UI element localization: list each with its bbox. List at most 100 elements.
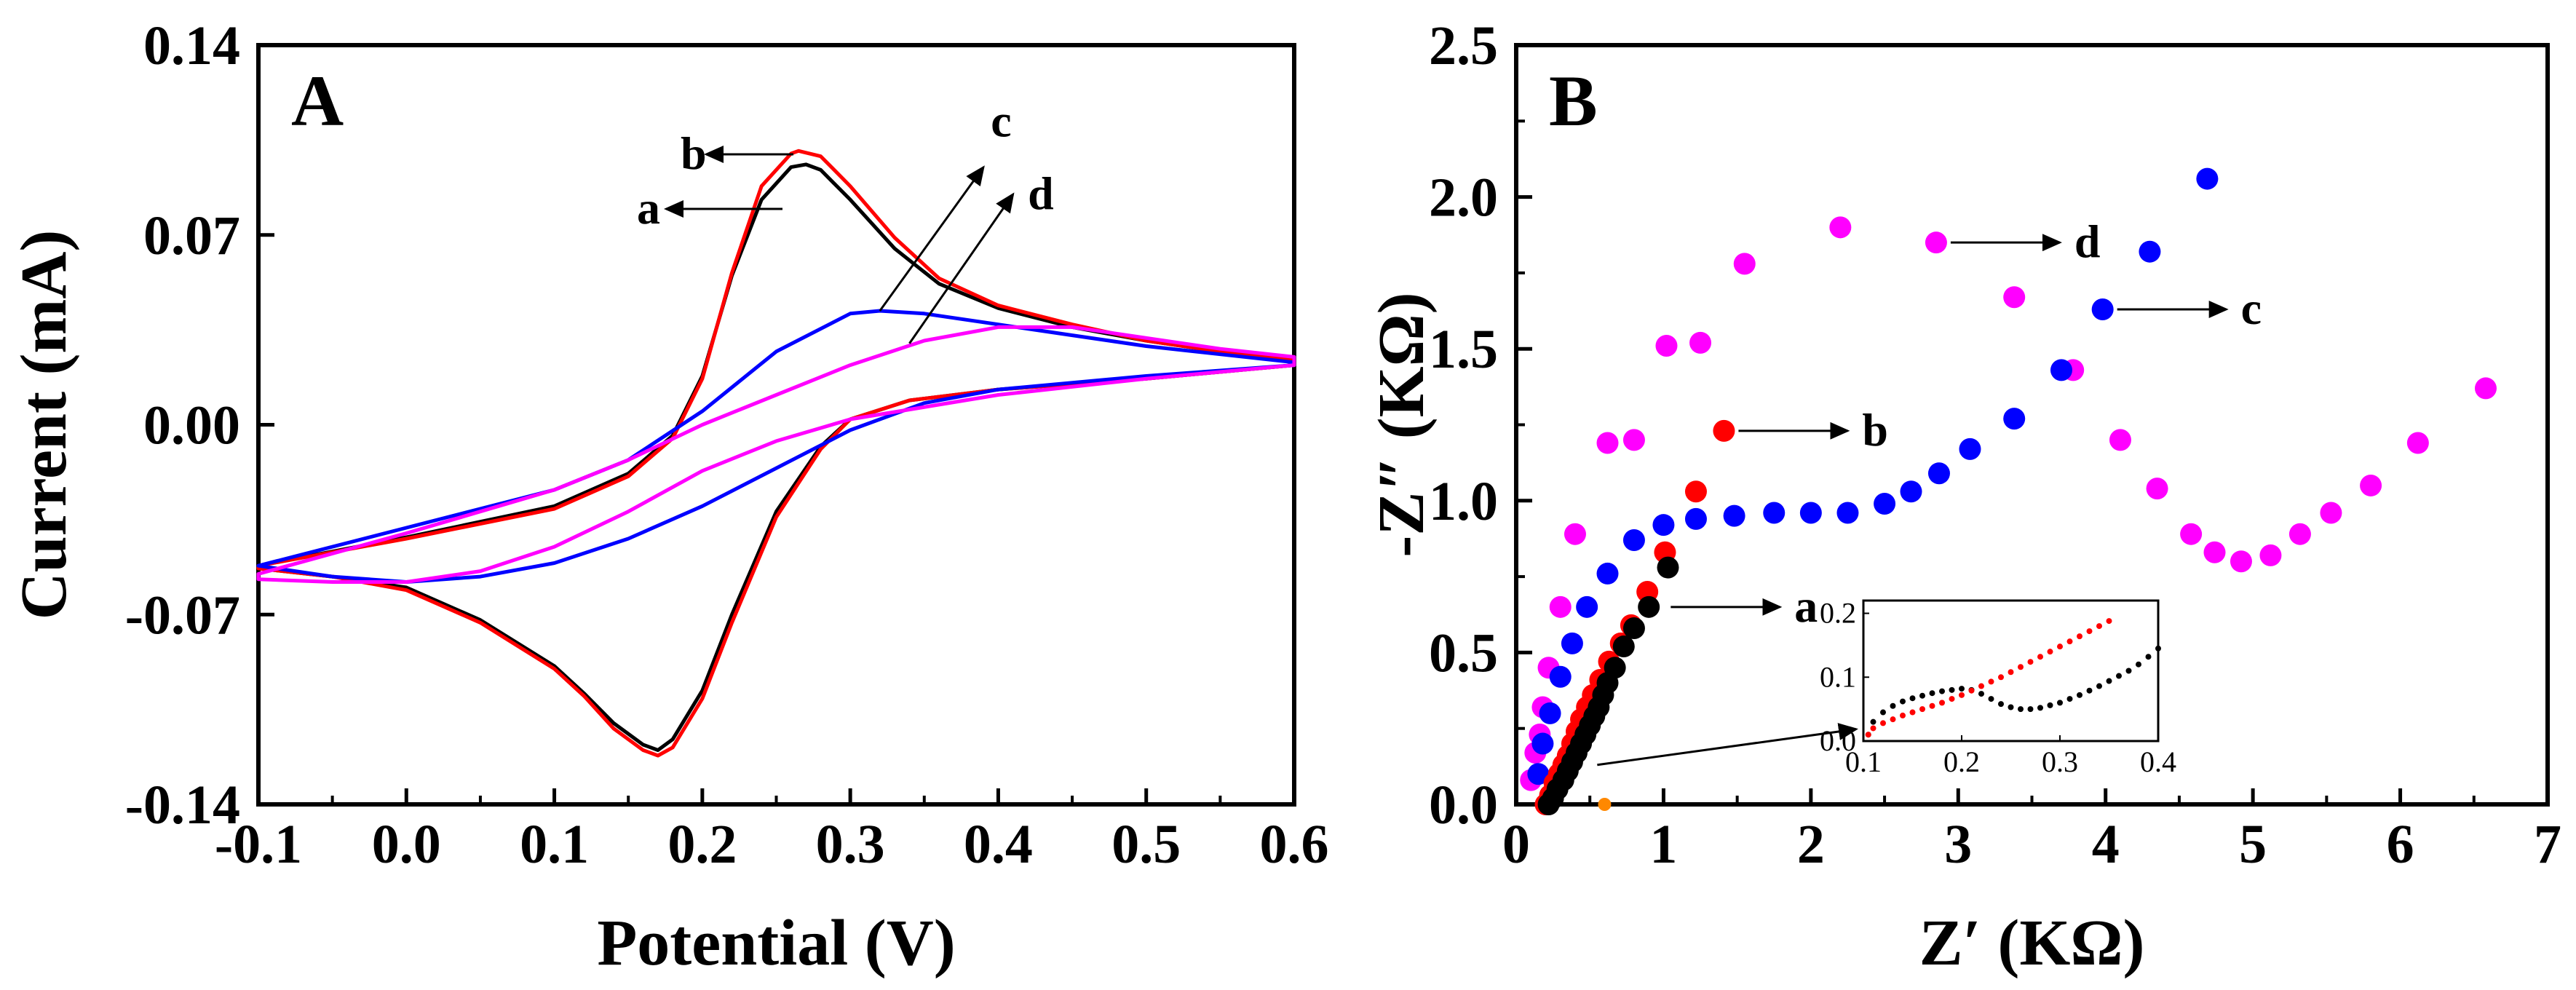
inset-point-a <box>1998 701 2004 708</box>
cv-curve-c <box>256 309 1296 584</box>
y-axis-label-b: -Z″ (KΩ) <box>1366 292 1438 557</box>
eis-point-a <box>1638 595 1660 618</box>
eis-point-c <box>2050 359 2072 381</box>
eis-point-d <box>2003 286 2026 309</box>
annotation-a-a: a <box>637 182 660 234</box>
inset-point-b <box>1919 706 1925 713</box>
eis-point-d <box>2288 523 2311 545</box>
eis-point-c <box>1622 529 1645 552</box>
inset-point-a <box>1939 688 1945 694</box>
inset-point-a <box>1909 695 1916 702</box>
y-axis-label-a: Current (mA) <box>8 230 80 620</box>
inset-point-b <box>2008 669 2014 676</box>
y-tick-label-b: 0.5 <box>1429 622 1498 684</box>
inset-point-a <box>1919 692 1925 699</box>
inset-point-b <box>1900 712 1906 718</box>
x-tick-label-a: 0.2 <box>667 814 737 875</box>
inset-point-b <box>2057 644 2063 650</box>
annotation-d-b: d <box>2074 215 2101 267</box>
inset-point-b <box>1909 709 1916 716</box>
inset-point-a <box>1900 698 1906 705</box>
eis-point-d <box>2474 377 2497 400</box>
annotation-arrow-d-a <box>908 192 1015 344</box>
x-tick-label-b: 7 <box>2534 814 2561 875</box>
eis-point-c <box>2003 408 2026 430</box>
inset-point-b <box>2018 664 2024 670</box>
annotation-b-b: b <box>1862 404 1888 456</box>
eis-point-c <box>1763 502 1786 524</box>
eis-point-c <box>1527 763 1550 785</box>
eis-point-d <box>2360 474 2382 496</box>
inset-pointer-arrow <box>1597 723 1858 767</box>
eis-point-c <box>1539 702 1561 724</box>
eis-point-c <box>1576 595 1598 618</box>
y-tick-label-a: -0.14 <box>125 775 240 836</box>
inset-point-b <box>1890 716 1896 723</box>
eis-point-d <box>2146 478 2168 500</box>
inset-point-a <box>2155 645 2161 652</box>
eis-point-c <box>1799 502 1822 524</box>
annotation-arrow-c-a <box>879 165 985 312</box>
eis-point-a <box>1622 617 1645 640</box>
x-tick-label-b: 1 <box>1649 814 1677 875</box>
eis-point-c <box>1561 632 1583 654</box>
annotation-c-b: c <box>2241 282 2262 334</box>
inset-point-b <box>2027 659 2034 665</box>
x-tick-label-b: 5 <box>2239 814 2267 875</box>
inset-point-a <box>2145 654 2152 660</box>
eis-point-d <box>2259 544 2282 566</box>
inset-point-b <box>1978 683 1984 689</box>
eis-point-a <box>1657 556 1679 579</box>
inset-point-b <box>1865 732 1871 738</box>
x-tick-label-b: 6 <box>2387 814 2414 875</box>
inset-x-tick-label: 0.2 <box>1943 745 1980 778</box>
inset-point-b <box>2037 654 2043 660</box>
eis-point-d <box>1689 331 1712 354</box>
inset-y-tick-label: 0.2 <box>1820 597 1856 630</box>
eis-point-d <box>1622 429 1645 451</box>
inset-point-b <box>2077 633 2082 640</box>
y-tick-label-b: 1.5 <box>1429 319 1498 380</box>
eis-point-d <box>1655 335 1678 357</box>
y-tick-label-a: 0.07 <box>143 205 240 266</box>
inset-point-a <box>1959 686 1965 692</box>
eis-point-c <box>1900 480 1922 503</box>
inset-point-b <box>2047 649 2053 655</box>
inset-point-a <box>1988 696 1994 702</box>
inset-point-b <box>2106 618 2112 625</box>
eis-point-d <box>1596 432 1619 454</box>
eis-point-marker-origin <box>1598 798 1612 811</box>
eis-point-b <box>1684 480 1707 503</box>
eis-point-a <box>1604 657 1626 679</box>
eis-point-d <box>1829 216 1852 239</box>
inset-point-a <box>1929 690 1935 697</box>
inset-x-tick-label: 0.4 <box>2140 745 2176 778</box>
panel-b-nyquist-chart: 0 1 2 3 4 5 6 7 0.0 0.5 1.0 1.5 2.0 2.5 Z′ (KΩ) -Z″ (KΩ… <box>1366 15 2561 979</box>
inset-point-a <box>2008 704 2014 710</box>
inset-point-b <box>1929 702 1935 709</box>
inset-point-b <box>1988 678 1994 685</box>
eis-point-c <box>1596 562 1619 585</box>
inset-point-a <box>2077 692 2082 698</box>
panel-label-b: B <box>1549 60 1598 141</box>
y-tick-label-a: 0.14 <box>143 15 240 76</box>
x-tick-label-a: 0.0 <box>372 814 441 875</box>
eis-point-c <box>1549 665 1572 688</box>
inset-point-b <box>1998 674 2004 681</box>
eis-point-d <box>1549 595 1572 618</box>
y-tick-label-a: -0.07 <box>125 585 240 646</box>
eis-point-d <box>2230 550 2252 573</box>
x-tick-label-a: 0.1 <box>520 814 589 875</box>
inset-point-b <box>1939 700 1945 706</box>
eis-point-d <box>2180 523 2203 545</box>
panel-label-a: A <box>291 60 344 141</box>
annotation-c-a: c <box>991 95 1011 146</box>
inset-point-a <box>2096 683 2102 689</box>
x-tick-label-a: 0.4 <box>964 814 1033 875</box>
y-tick-label-b: 2.0 <box>1429 167 1498 229</box>
x-tick-label-b: 0 <box>1502 814 1530 875</box>
eis-point-d <box>1733 253 1756 275</box>
inset-point-a <box>1870 718 1876 725</box>
cv-curve-b <box>256 148 1296 758</box>
